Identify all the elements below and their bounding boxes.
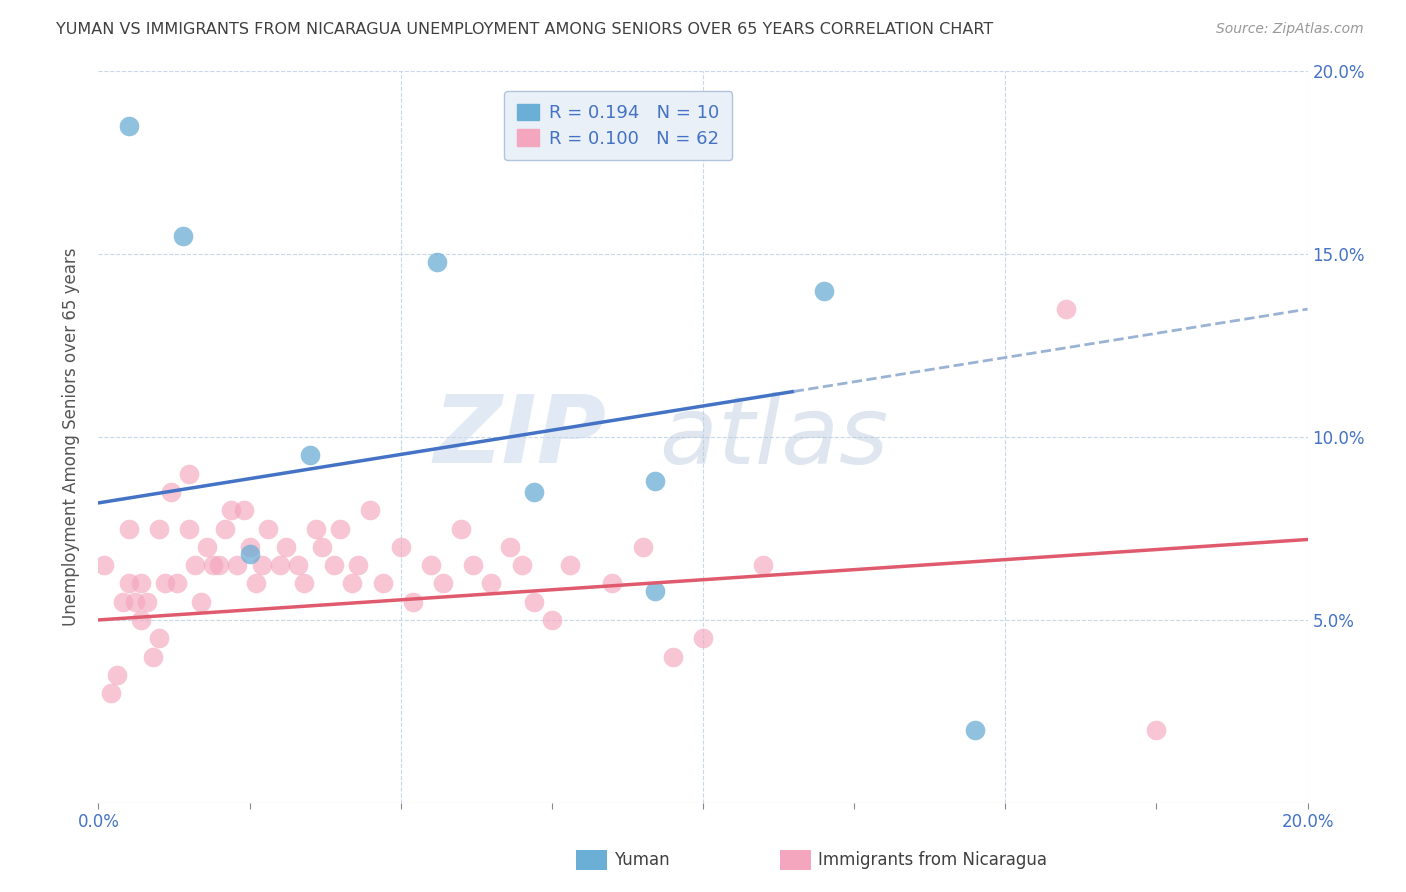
Point	[426, 254, 449, 268]
Point	[692, 632, 714, 646]
Point	[160, 485, 183, 500]
Point	[129, 576, 152, 591]
Point	[100, 686, 122, 700]
Point	[510, 558, 533, 573]
Point	[93, 558, 115, 573]
Point	[232, 503, 254, 517]
Point	[432, 576, 454, 591]
Point	[221, 503, 243, 517]
Point	[274, 540, 297, 554]
Text: atlas: atlas	[630, 392, 889, 483]
Point	[118, 521, 141, 535]
Point	[105, 667, 128, 681]
Point	[1144, 723, 1167, 737]
Point	[184, 558, 207, 573]
Point	[644, 474, 666, 488]
Text: YUMAN VS IMMIGRANTS FROM NICARAGUA UNEMPLOYMENT AMONG SENIORS OVER 65 YEARS CORR: YUMAN VS IMMIGRANTS FROM NICARAGUA UNEMP…	[56, 22, 994, 37]
Point	[239, 547, 262, 561]
Point	[214, 521, 236, 535]
Point	[118, 120, 141, 134]
Point	[752, 558, 775, 573]
Point	[135, 594, 157, 608]
Point	[179, 521, 201, 535]
Point	[661, 649, 683, 664]
Point	[292, 576, 315, 591]
Point	[540, 613, 562, 627]
Point	[129, 613, 152, 627]
Point	[226, 558, 249, 573]
Text: Yuman: Yuman	[614, 851, 671, 869]
Point	[172, 229, 194, 244]
Point	[124, 594, 146, 608]
Point	[153, 576, 176, 591]
Point	[250, 558, 273, 573]
Point	[239, 540, 262, 554]
Point	[179, 467, 201, 481]
Legend: R = 0.194   N = 10, R = 0.100   N = 62: R = 0.194 N = 10, R = 0.100 N = 62	[505, 91, 733, 161]
Point	[402, 594, 425, 608]
Point	[371, 576, 394, 591]
Point	[202, 558, 225, 573]
Text: Source: ZipAtlas.com: Source: ZipAtlas.com	[1216, 22, 1364, 37]
Point	[481, 576, 503, 591]
Point	[450, 521, 472, 535]
Point	[347, 558, 370, 573]
Point	[498, 540, 520, 554]
Point	[269, 558, 291, 573]
Point	[329, 521, 352, 535]
Point	[558, 558, 581, 573]
Point	[311, 540, 333, 554]
Point	[389, 540, 412, 554]
Point	[523, 594, 546, 608]
Point	[523, 485, 546, 500]
Point	[342, 576, 364, 591]
Point	[631, 540, 654, 554]
Point	[420, 558, 443, 573]
Point	[142, 649, 165, 664]
Point	[208, 558, 231, 573]
Point	[299, 448, 322, 462]
Point	[148, 632, 170, 646]
Text: ZIP: ZIP	[433, 391, 606, 483]
Point	[256, 521, 278, 535]
Point	[463, 558, 485, 573]
Point	[965, 723, 987, 737]
Y-axis label: Unemployment Among Seniors over 65 years: Unemployment Among Seniors over 65 years	[62, 248, 80, 626]
Point	[305, 521, 328, 535]
Point	[195, 540, 218, 554]
Point	[111, 594, 134, 608]
Point	[287, 558, 309, 573]
Point	[148, 521, 170, 535]
Point	[813, 284, 835, 298]
Point	[118, 576, 141, 591]
Point	[323, 558, 346, 573]
Point	[602, 576, 624, 591]
Point	[190, 594, 212, 608]
Point	[245, 576, 267, 591]
Point	[1054, 301, 1077, 317]
Point	[166, 576, 188, 591]
Text: Immigrants from Nicaragua: Immigrants from Nicaragua	[818, 851, 1047, 869]
Point	[360, 503, 382, 517]
Point	[644, 583, 666, 598]
